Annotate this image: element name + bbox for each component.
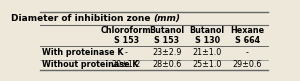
Text: S 664: S 664 bbox=[235, 36, 260, 45]
Text: S 153: S 153 bbox=[114, 36, 139, 45]
Text: 29±0.6: 29±0.6 bbox=[233, 60, 262, 69]
Text: Butanol: Butanol bbox=[149, 26, 184, 35]
Text: -: - bbox=[125, 48, 128, 57]
Text: Without proteinase K: Without proteinase K bbox=[42, 60, 139, 69]
Text: S 130: S 130 bbox=[194, 36, 220, 45]
Text: Chloroform: Chloroform bbox=[101, 26, 152, 35]
Text: 21±1.0: 21±1.0 bbox=[193, 48, 222, 57]
Text: Diameter of inhibition zone: Diameter of inhibition zone bbox=[11, 14, 154, 23]
Text: With proteinase K: With proteinase K bbox=[42, 48, 124, 57]
Text: (mm): (mm) bbox=[154, 14, 181, 23]
Text: Hexane: Hexane bbox=[230, 26, 265, 35]
Text: 23±2.9: 23±2.9 bbox=[152, 48, 182, 57]
Text: -: - bbox=[246, 48, 249, 57]
Text: 28±0.6: 28±0.6 bbox=[152, 60, 181, 69]
Text: Butanol: Butanol bbox=[190, 26, 225, 35]
Text: S 153: S 153 bbox=[154, 36, 179, 45]
Text: 25±1.0: 25±1.0 bbox=[192, 60, 222, 69]
Text: 20±1.2: 20±1.2 bbox=[112, 60, 141, 69]
